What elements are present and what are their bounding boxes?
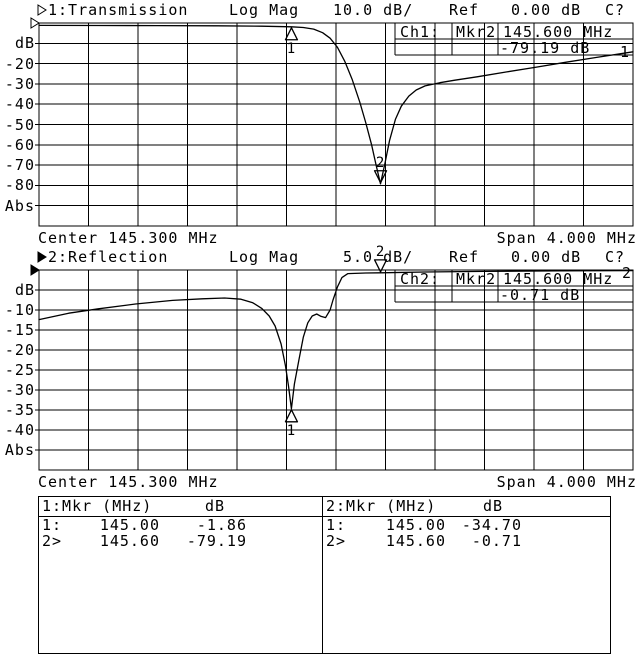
mkr-row-freq: 145.00 bbox=[99, 516, 160, 534]
ch1-readout-value: -79.19 dB bbox=[500, 39, 591, 57]
y-tick-label: -70 bbox=[4, 156, 35, 174]
ch1-ref-label: Ref bbox=[449, 1, 480, 19]
y-tick-label: -10 bbox=[4, 301, 35, 319]
marker-1-label: 1 bbox=[287, 41, 296, 57]
ch1-readout-marker: Mkr2 bbox=[456, 23, 497, 41]
y-tick-label: -15 bbox=[4, 321, 35, 339]
ch1-cal-status: C? bbox=[605, 1, 626, 19]
mkr-row-value: -79.19 bbox=[186, 532, 247, 550]
y-tick-label: -30 bbox=[4, 381, 35, 399]
y-tick-label: -25 bbox=[4, 361, 35, 379]
ch2-trace-number: 2 bbox=[622, 264, 633, 282]
y-tick-label: -35 bbox=[4, 401, 35, 419]
ch1-scale: 10.0 dB/ bbox=[333, 1, 414, 19]
ch2-span: Span 4.000 MHz bbox=[496, 473, 637, 491]
y-tick-label: -40 bbox=[4, 95, 35, 113]
ch1-title: 1:Transmission bbox=[48, 1, 189, 19]
mkr-row-id: 2> bbox=[326, 532, 347, 550]
ch2-readout-marker: Mkr2 bbox=[456, 270, 497, 288]
mkr-row-value: -0.71 bbox=[471, 532, 522, 550]
ch2-title: 2:Reflection bbox=[48, 248, 169, 266]
ch2-readout-freq: 145.600 MHz bbox=[503, 270, 614, 288]
y-axis-unit: dB bbox=[14, 281, 35, 299]
mkr-row-value: -1.86 bbox=[196, 516, 247, 534]
abs-mode-label: Abs bbox=[4, 197, 35, 215]
mkr-col2-header: 2:Mkr (MHz) bbox=[326, 497, 437, 515]
y-tick-label: -50 bbox=[4, 116, 35, 134]
ch2-cal-status: C? bbox=[605, 248, 626, 266]
mkr-row-freq: 145.60 bbox=[385, 532, 446, 550]
marker-2-triangle-icon bbox=[373, 170, 388, 184]
marker-1-triangle-icon bbox=[284, 27, 299, 41]
ch2-center-freq: Center 145.300 MHz bbox=[38, 473, 219, 491]
marker-table-box bbox=[38, 496, 611, 654]
marker-table-underline bbox=[38, 516, 610, 517]
ch1-readout-channel: Ch1: bbox=[400, 23, 441, 41]
mkr-col2-unit: dB bbox=[483, 497, 504, 515]
mkr-row-id: 1: bbox=[326, 516, 347, 534]
y-tick-label: -80 bbox=[4, 176, 35, 194]
y-tick-label: -30 bbox=[4, 75, 35, 93]
ch2-scale: 5.0 dB/ bbox=[343, 248, 414, 266]
ch2-readout-channel: Ch2: bbox=[400, 270, 441, 288]
mkr-row-id: 2> bbox=[42, 532, 63, 550]
channel-pointer-triangle-icon bbox=[37, 4, 47, 16]
ch1-center-freq: Center 145.300 MHz bbox=[38, 229, 219, 247]
y-tick-label: -20 bbox=[4, 341, 35, 359]
mkr-row-id: 1: bbox=[42, 516, 63, 534]
mkr-row-freq: 145.60 bbox=[99, 532, 160, 550]
ch2-ref-value: 0.00 dB bbox=[511, 248, 582, 266]
ch1-readout-freq: 145.600 MHz bbox=[503, 23, 614, 41]
ref-level-pointer-icon bbox=[30, 17, 40, 29]
marker-table-divider bbox=[322, 496, 323, 653]
reflection-trace bbox=[38, 269, 634, 410]
y-axis-unit: dB bbox=[14, 34, 35, 52]
abs-mode-label: Abs bbox=[4, 441, 35, 459]
y-tick-label: -40 bbox=[4, 421, 35, 439]
marker-2-label: 2 bbox=[376, 155, 385, 171]
mkr-col1-header: 1:Mkr (MHz) bbox=[42, 497, 153, 515]
ch1-ref-value: 0.00 dB bbox=[511, 1, 582, 19]
y-tick-label: -60 bbox=[4, 136, 35, 154]
mkr-row-value: -34.70 bbox=[461, 516, 522, 534]
ch1-trace-number: 1 bbox=[620, 43, 631, 61]
marker-1-triangle-icon bbox=[284, 409, 299, 423]
ch1-format: Log Mag bbox=[229, 1, 300, 19]
mkr-row-freq: 145.00 bbox=[385, 516, 446, 534]
ch2-format: Log Mag bbox=[229, 248, 300, 266]
marker-2-label: 2 bbox=[376, 244, 385, 260]
mkr-col1-unit: dB bbox=[205, 497, 226, 515]
y-tick-label: -20 bbox=[4, 55, 35, 73]
ref-level-pointer-icon bbox=[30, 264, 40, 276]
transmission-trace bbox=[38, 24, 634, 185]
marker-1-label: 1 bbox=[287, 423, 296, 439]
ch2-readout-value: -0.71 dB bbox=[500, 286, 581, 304]
ch1-span: Span 4.000 MHz bbox=[496, 229, 637, 247]
ch2-ref-label: Ref bbox=[449, 248, 480, 266]
channel-pointer-triangle-icon bbox=[37, 251, 47, 263]
marker-2-triangle-icon bbox=[373, 259, 388, 273]
